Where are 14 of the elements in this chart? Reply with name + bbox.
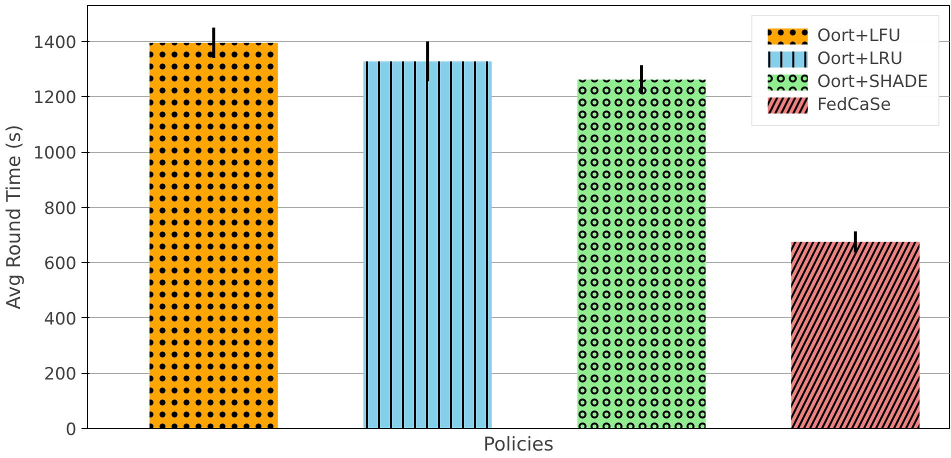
x-axis-title: Policies <box>483 434 554 456</box>
legend-label: FedCaSe <box>817 95 891 115</box>
legend-label: Oort+LFU <box>817 26 901 46</box>
y-tick-label: 1200 <box>33 88 76 108</box>
y-tick-label: 1400 <box>33 32 76 53</box>
y-tick-label: 800 <box>44 198 77 219</box>
y-tick-label: 0 <box>66 420 77 440</box>
y-tick-label: 1000 <box>33 144 76 164</box>
legend-label: Oort+LRU <box>817 49 903 69</box>
y-tick-label: 200 <box>44 364 77 385</box>
y-tick-label: 400 <box>44 309 77 330</box>
y-tick-label: 600 <box>44 254 77 274</box>
y-axis-title: Avg Round Time (s) <box>3 124 26 310</box>
legend-label: Oort+SHADE <box>817 72 928 92</box>
